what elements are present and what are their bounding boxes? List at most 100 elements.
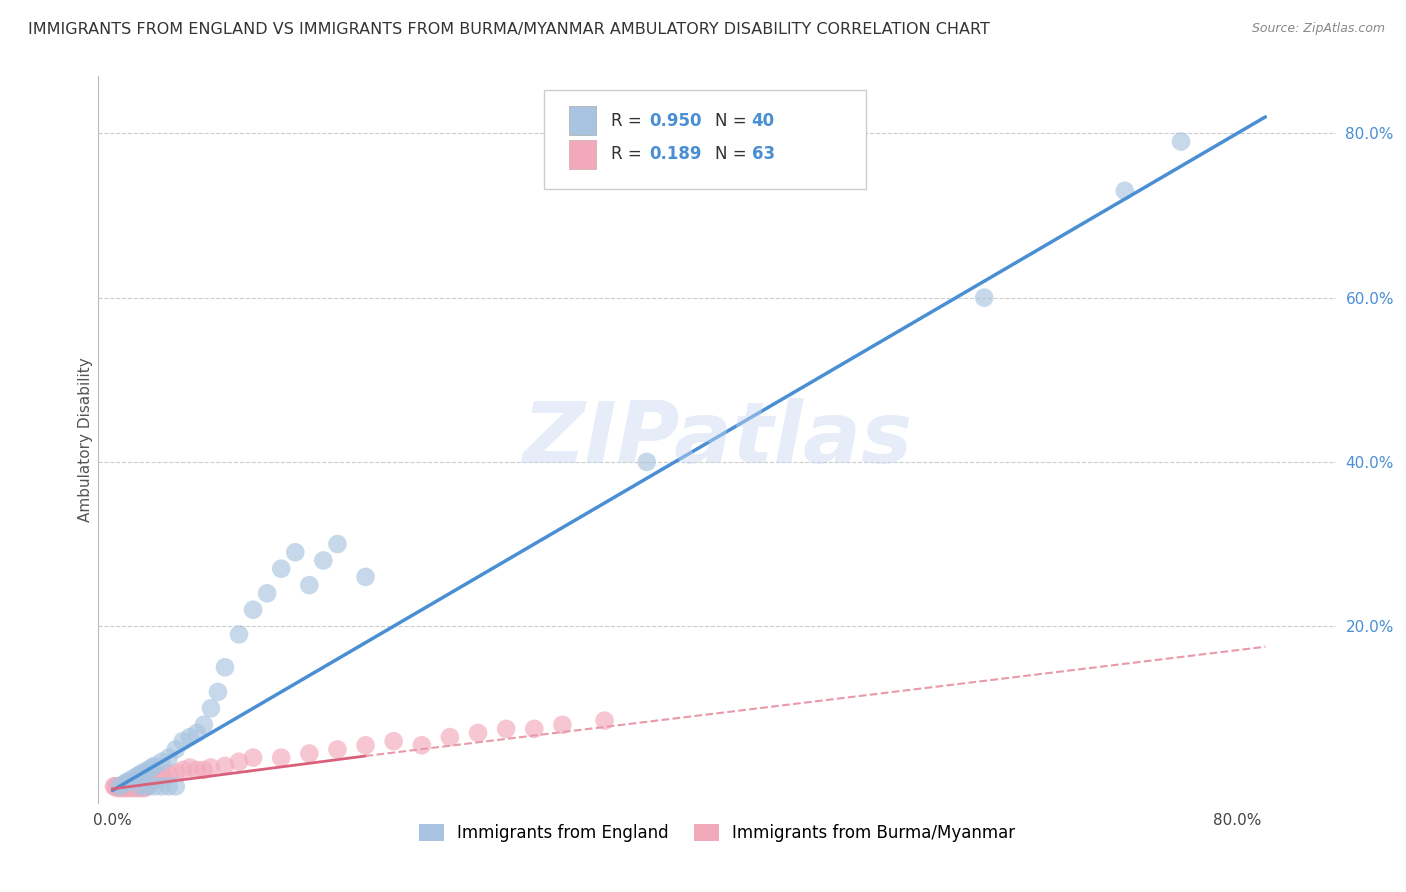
Point — [114, 780, 136, 795]
Point — [111, 780, 134, 794]
Point — [593, 714, 616, 728]
FancyBboxPatch shape — [544, 90, 866, 188]
Point — [129, 780, 152, 794]
Point — [284, 545, 307, 559]
Point — [136, 763, 159, 777]
Point — [128, 780, 150, 794]
Point — [242, 750, 264, 764]
Point — [108, 780, 131, 794]
Point — [136, 775, 159, 789]
Point — [129, 780, 152, 794]
Point — [103, 780, 125, 794]
Point — [165, 742, 187, 756]
Point — [122, 780, 145, 795]
FancyBboxPatch shape — [568, 140, 596, 169]
Point — [120, 780, 142, 794]
Point — [127, 780, 149, 794]
Point — [107, 780, 129, 794]
Point — [298, 578, 321, 592]
Point — [125, 780, 148, 794]
Point — [326, 537, 349, 551]
Point — [143, 780, 166, 794]
Point — [117, 780, 139, 795]
Point — [157, 767, 180, 781]
Point — [117, 780, 139, 794]
Point — [439, 730, 461, 744]
Point — [382, 734, 405, 748]
Point — [112, 777, 135, 791]
Point — [495, 722, 517, 736]
Point — [179, 730, 201, 744]
Point — [134, 780, 156, 795]
Point — [122, 771, 145, 785]
Point — [186, 726, 208, 740]
Text: R =: R = — [610, 145, 652, 163]
Point — [256, 586, 278, 600]
Point — [354, 570, 377, 584]
Point — [139, 775, 162, 789]
Point — [242, 603, 264, 617]
Point — [118, 780, 141, 794]
Text: N =: N = — [714, 145, 751, 163]
Point — [270, 562, 292, 576]
Point — [121, 780, 143, 794]
Point — [636, 455, 658, 469]
Point — [111, 780, 134, 795]
Point — [172, 763, 194, 777]
Point — [165, 780, 187, 794]
Point — [105, 780, 128, 794]
Point — [148, 771, 170, 785]
Point — [122, 780, 145, 794]
Point — [157, 750, 180, 764]
Point — [143, 759, 166, 773]
Text: N =: N = — [714, 112, 751, 130]
Point — [193, 718, 215, 732]
Point — [523, 722, 546, 736]
Point — [132, 765, 155, 780]
Point — [134, 780, 156, 794]
Point — [152, 769, 174, 783]
Point — [312, 553, 335, 567]
Point — [132, 780, 155, 794]
Point — [112, 780, 135, 794]
Point — [108, 780, 131, 794]
Point — [150, 755, 173, 769]
Point — [104, 780, 127, 794]
Point — [179, 760, 201, 774]
Point — [1114, 184, 1136, 198]
Point — [124, 780, 146, 794]
Point — [131, 780, 153, 795]
Point — [157, 780, 180, 794]
Point — [131, 780, 153, 794]
Point — [214, 660, 236, 674]
Point — [411, 739, 433, 753]
Point — [136, 780, 159, 794]
Text: ZIPatlas: ZIPatlas — [522, 398, 912, 481]
Y-axis label: Ambulatory Disability: Ambulatory Disability — [77, 357, 93, 522]
Text: 0.189: 0.189 — [650, 145, 702, 163]
Point — [127, 769, 149, 783]
Point — [228, 627, 250, 641]
Point — [125, 780, 148, 795]
Text: Source: ZipAtlas.com: Source: ZipAtlas.com — [1251, 22, 1385, 36]
Point — [326, 742, 349, 756]
Text: 63: 63 — [752, 145, 775, 163]
Legend: Immigrants from England, Immigrants from Burma/Myanmar: Immigrants from England, Immigrants from… — [412, 817, 1022, 849]
Point — [207, 685, 229, 699]
Point — [128, 780, 150, 795]
Text: R =: R = — [610, 112, 647, 130]
Point — [551, 718, 574, 732]
Text: IMMIGRANTS FROM ENGLAND VS IMMIGRANTS FROM BURMA/MYANMAR AMBULATORY DISABILITY C: IMMIGRANTS FROM ENGLAND VS IMMIGRANTS FR… — [28, 22, 990, 37]
Text: 40: 40 — [752, 112, 775, 130]
Point — [1170, 135, 1192, 149]
Point — [193, 763, 215, 777]
Point — [118, 773, 141, 788]
Point — [110, 780, 132, 794]
Point — [165, 765, 187, 780]
Point — [135, 780, 157, 794]
Point — [143, 773, 166, 788]
Point — [200, 760, 222, 774]
Point — [298, 747, 321, 761]
Point — [150, 780, 173, 794]
Point — [105, 780, 128, 795]
